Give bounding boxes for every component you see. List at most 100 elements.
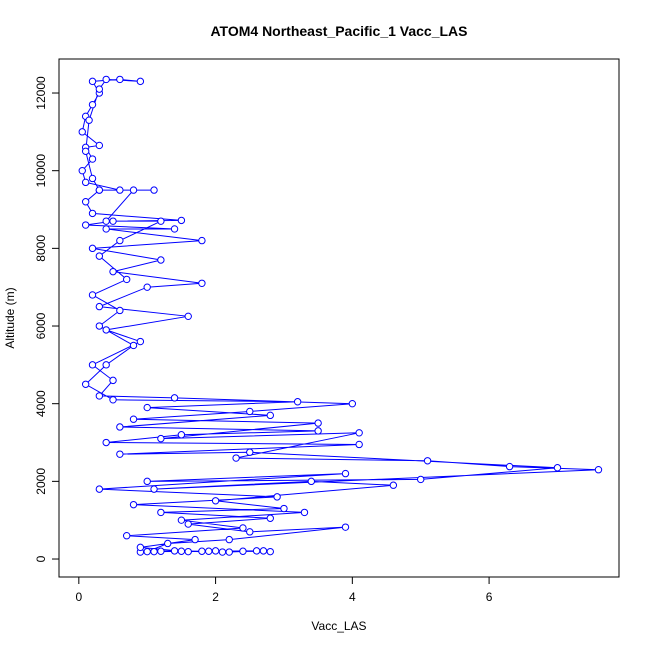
point xyxy=(88,361,97,369)
point xyxy=(102,438,110,447)
point xyxy=(116,236,124,245)
point xyxy=(157,508,165,517)
point xyxy=(150,547,158,556)
point xyxy=(205,547,213,555)
point xyxy=(95,186,104,194)
x-tick-label: 2 xyxy=(212,590,219,604)
point xyxy=(116,450,124,458)
point xyxy=(184,312,192,321)
point xyxy=(218,548,227,556)
point xyxy=(184,520,192,528)
point xyxy=(341,523,350,531)
point xyxy=(78,128,86,136)
point xyxy=(95,392,104,400)
point xyxy=(314,427,322,435)
point xyxy=(150,186,158,194)
point xyxy=(88,244,97,253)
point xyxy=(143,403,151,412)
chart-title: ATOM4 Northeast_Pacific_1 Vacc_LAS xyxy=(210,23,467,39)
point xyxy=(211,547,220,555)
point xyxy=(191,535,199,544)
point xyxy=(273,493,281,501)
point xyxy=(198,547,206,555)
point xyxy=(389,481,398,489)
point xyxy=(417,475,425,484)
point xyxy=(157,256,165,264)
point xyxy=(102,75,110,84)
point xyxy=(157,217,165,225)
point xyxy=(198,236,206,245)
point xyxy=(95,252,104,260)
y-tick-label: 0 xyxy=(34,555,48,562)
point xyxy=(177,216,186,225)
point xyxy=(109,396,117,404)
point xyxy=(88,100,97,109)
point xyxy=(266,514,274,522)
point xyxy=(594,466,603,474)
x-tick-label: 0 xyxy=(75,590,82,604)
point xyxy=(109,267,117,276)
point xyxy=(95,485,104,493)
point xyxy=(95,322,104,330)
point xyxy=(143,547,151,556)
point xyxy=(129,500,138,509)
point xyxy=(109,376,117,385)
point xyxy=(246,407,254,416)
point xyxy=(252,547,261,555)
point xyxy=(170,394,179,402)
point xyxy=(184,547,192,556)
point xyxy=(88,155,97,163)
point xyxy=(116,75,124,84)
point xyxy=(116,306,124,315)
point xyxy=(314,419,322,427)
point xyxy=(239,547,247,555)
point xyxy=(88,291,97,299)
y-tick-label: 4000 xyxy=(34,390,48,417)
point xyxy=(122,275,131,284)
point xyxy=(211,497,220,505)
x-axis-label: Vacc_LAS xyxy=(311,619,366,633)
x-tick-label: 6 xyxy=(486,590,493,604)
y-tick-label: 8000 xyxy=(34,235,48,262)
point xyxy=(259,547,268,555)
point xyxy=(129,186,138,194)
series-line xyxy=(81,78,599,553)
point xyxy=(102,326,110,334)
point xyxy=(355,429,363,437)
point xyxy=(81,147,90,155)
point xyxy=(157,547,165,555)
y-tick-label: 6000 xyxy=(34,312,48,339)
point xyxy=(266,411,274,420)
point xyxy=(307,477,316,486)
point xyxy=(177,516,186,524)
point xyxy=(553,464,562,472)
y-axis-label: Altitude (m) xyxy=(3,287,17,348)
point xyxy=(85,116,93,124)
point xyxy=(136,77,145,86)
point xyxy=(102,225,110,233)
point xyxy=(102,361,110,369)
point xyxy=(266,547,274,556)
point xyxy=(122,532,131,540)
point xyxy=(78,166,86,175)
point xyxy=(109,217,117,225)
point xyxy=(116,423,124,431)
y-tick-label: 2000 xyxy=(34,468,48,495)
x-tick-label: 4 xyxy=(349,590,356,604)
point xyxy=(505,462,514,471)
point xyxy=(81,178,90,187)
point xyxy=(150,485,158,493)
point xyxy=(232,454,240,462)
point xyxy=(225,548,233,556)
point xyxy=(246,528,254,536)
point xyxy=(88,209,97,218)
point xyxy=(164,539,172,548)
point xyxy=(95,302,104,311)
point xyxy=(116,186,124,194)
point xyxy=(88,174,97,183)
y-tick-label: 12000 xyxy=(34,76,48,110)
point xyxy=(88,77,97,86)
point xyxy=(129,341,138,350)
point xyxy=(102,217,110,225)
point xyxy=(177,431,186,439)
